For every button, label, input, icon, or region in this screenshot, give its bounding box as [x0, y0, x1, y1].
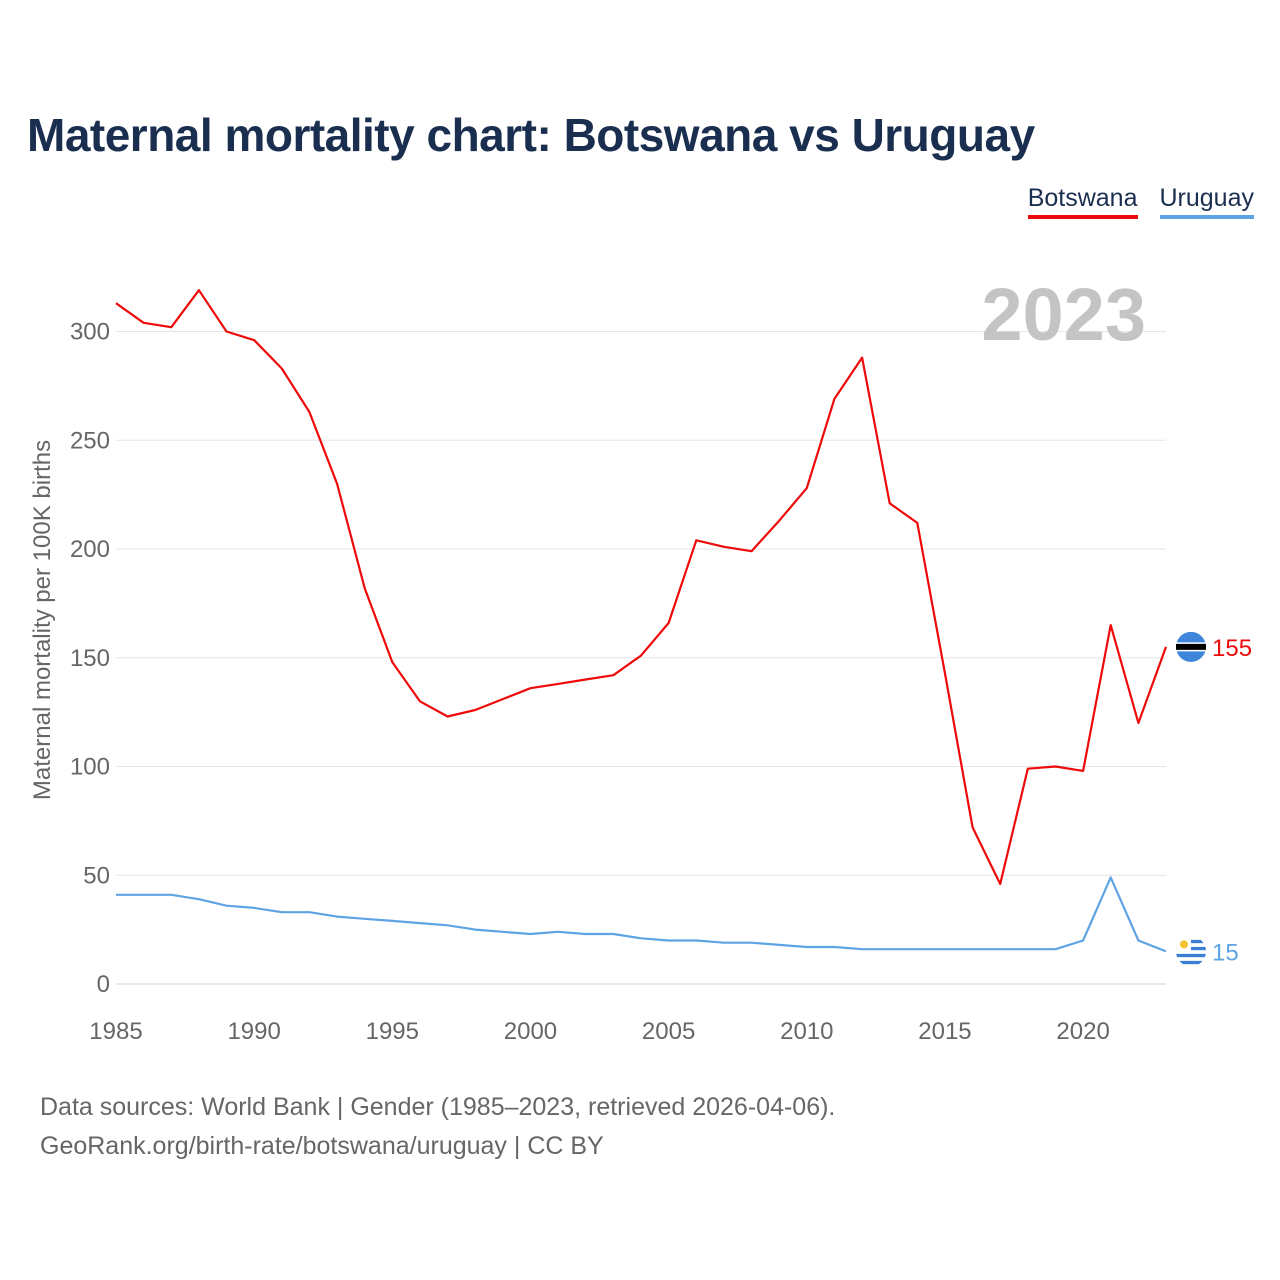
end-markers: 155 15	[1176, 631, 1252, 967]
x-tick-2020: 2020	[1056, 1018, 1109, 1045]
x-tick-2015: 2015	[918, 1018, 971, 1045]
x-tick-2005: 2005	[642, 1018, 695, 1045]
y-tick-250: 250	[70, 427, 110, 454]
chart-title: Maternal mortality chart: Botswana vs Ur…	[27, 109, 1035, 161]
y-tick-100: 100	[70, 754, 110, 781]
end-label-uruguay: 15	[1212, 939, 1239, 966]
legend-item-botswana[interactable]: Botswana	[1027, 184, 1138, 219]
y-tick-labels: 0 50 100 150 200 250 300	[70, 319, 110, 999]
series-line-botswana	[115, 289, 1168, 886]
y-axis-label: Maternal mortality per 100K births	[29, 440, 56, 800]
legend-item-uruguay[interactable]: Uruguay	[1159, 184, 1254, 219]
year-label: 2023	[981, 273, 1146, 356]
y-tick-300: 300	[70, 319, 110, 346]
x-tick-1990: 1990	[227, 1018, 280, 1045]
legend: Botswana Uruguay	[1027, 184, 1254, 219]
footer: Data sources: World Bank | Gender (1985–…	[40, 1088, 835, 1166]
y-tick-50: 50	[83, 862, 110, 889]
x-tick-2000: 2000	[504, 1018, 557, 1045]
footer-sources: Data sources: World Bank | Gender (1985–…	[40, 1093, 836, 1121]
y-tick-150: 150	[70, 645, 110, 672]
series-line-uruguay	[116, 876, 1167, 953]
end-label-botswana: 155	[1212, 635, 1252, 662]
botswana-flag-icon	[1176, 631, 1206, 662]
uruguay-flag-icon	[1176, 936, 1206, 967]
series-lines	[115, 289, 1168, 953]
gridlines	[116, 331, 1166, 985]
x-tick-1985: 1985	[89, 1018, 142, 1045]
x-tick-1995: 1995	[366, 1018, 419, 1045]
x-tick-labels: 1985 1990 1995 2000 2005 2010 2015 2020	[89, 1018, 1109, 1045]
x-tick-2010: 2010	[780, 1018, 833, 1045]
y-tick-0: 0	[97, 971, 110, 998]
y-tick-200: 200	[70, 536, 110, 563]
footer-credit: GeoRank.org/birth-rate/botswana/uruguay …	[40, 1132, 604, 1160]
